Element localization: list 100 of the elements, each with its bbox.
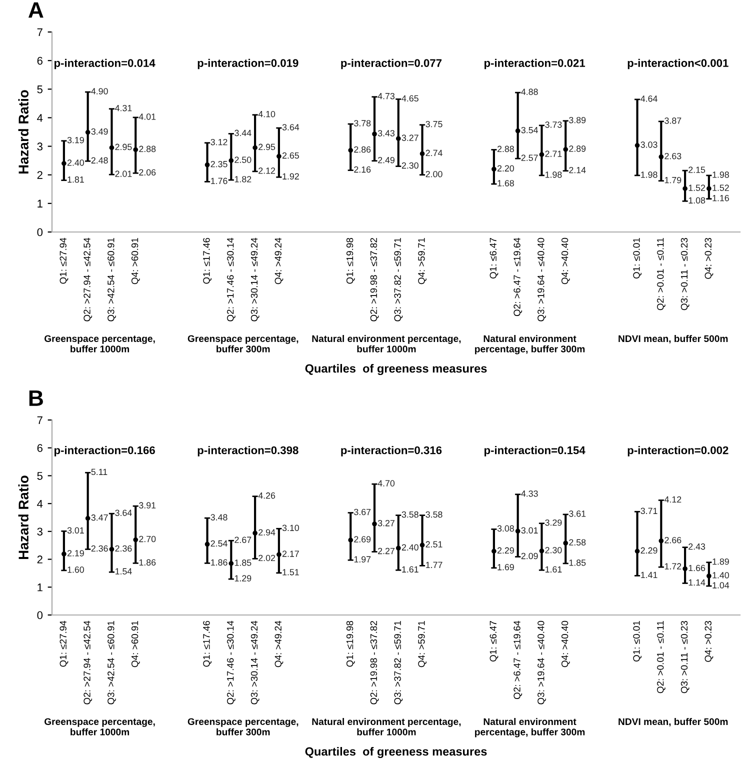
x-tick-label: Q3: >0.11 - ≤0.23 bbox=[680, 238, 690, 310]
annotation: 2.36 bbox=[91, 545, 108, 552]
x-tick-label: Q3: >19.64 - ≤40.40 bbox=[538, 620, 546, 704]
x-tick-label: Q4: >60.91 bbox=[131, 238, 140, 284]
data-label: 2.58 bbox=[569, 539, 586, 546]
x-tick-label: Q4: >40.40 bbox=[561, 620, 570, 668]
chart-title: B bbox=[29, 390, 43, 406]
data-label: 2.74 bbox=[426, 150, 442, 156]
annotation: 4.33 bbox=[521, 490, 538, 497]
x-tick-label: Q1: ≤17.46 bbox=[203, 238, 212, 284]
x-tick-label: Q2: >17.46 - ≤30.14 bbox=[227, 238, 236, 322]
annotation: p-interaction=0.154 bbox=[484, 446, 586, 456]
point bbox=[634, 143, 640, 148]
point bbox=[252, 145, 258, 150]
annotation: 2.67 bbox=[234, 536, 252, 544]
data-label: 2.29 bbox=[640, 547, 658, 554]
x-tick-label: Q2: >19.98 - ≤37.82 bbox=[370, 621, 379, 704]
x-tick-label: Q2: >0.01 - ≤0.11 bbox=[657, 238, 666, 310]
annotation: 1.82 bbox=[234, 176, 252, 182]
annotation: 2.15 bbox=[688, 166, 706, 173]
annotation: 3.78 bbox=[354, 120, 371, 126]
point bbox=[492, 166, 496, 172]
annotation: 4.10 bbox=[258, 110, 276, 118]
y-axis-title: Hazard Ratio bbox=[18, 90, 28, 174]
x-tick-label: Q2: >27.94 - ≤42.54 bbox=[84, 238, 92, 322]
point bbox=[204, 542, 210, 547]
point bbox=[515, 528, 520, 534]
annotation: p-interaction=0.398 bbox=[198, 446, 298, 456]
text: Greenspace percentage, buffer 300m bbox=[188, 718, 298, 736]
annotation: 1.77 bbox=[426, 562, 442, 568]
point bbox=[658, 538, 664, 544]
x-tick-label: Q1: ≤27.94 bbox=[60, 238, 68, 284]
annotation: 3.71 bbox=[640, 508, 658, 514]
text: NDVI mean, buffer 500m bbox=[618, 335, 728, 344]
annotation: 1.61 bbox=[546, 566, 562, 573]
annotation: 2.14 bbox=[569, 166, 586, 174]
point bbox=[372, 521, 377, 526]
text: NDVI mean, buffer 500m bbox=[618, 718, 728, 726]
annotation: 1.97 bbox=[354, 556, 371, 563]
annotation: p-interaction=0.166 bbox=[54, 446, 155, 456]
data-label: 2.54 bbox=[210, 540, 228, 547]
data-label: 2.88 bbox=[139, 146, 156, 152]
text: Natural environment percentage, buffer 1000m bbox=[312, 718, 461, 736]
point bbox=[85, 516, 90, 521]
point bbox=[706, 186, 712, 191]
annotation: 1.41 bbox=[641, 572, 658, 578]
annotation: 2.00 bbox=[426, 170, 442, 178]
annotation: 2.01 bbox=[115, 170, 132, 177]
point bbox=[634, 548, 640, 554]
chart-title: A bbox=[28, 2, 44, 18]
annotation: 1.79 bbox=[664, 176, 682, 184]
point bbox=[252, 530, 258, 536]
data-label: 2.86 bbox=[354, 146, 371, 153]
annotation: 3.01 bbox=[67, 527, 84, 534]
data-label: 2.40 bbox=[67, 160, 84, 166]
data-label: 1.52 bbox=[712, 184, 729, 191]
annotation: 2.27 bbox=[378, 548, 394, 554]
annotation: 4.73 bbox=[378, 92, 395, 100]
annotation: 3.73 bbox=[545, 122, 562, 128]
x-tick-label: Q4: >49.24 bbox=[274, 238, 284, 284]
annotation: 3.08 bbox=[497, 525, 514, 532]
annotation: 2.49 bbox=[378, 156, 394, 164]
y-tick-label: 6 bbox=[37, 444, 42, 452]
y-tick-label: 5 bbox=[37, 86, 43, 94]
data-label: 2.89 bbox=[569, 146, 586, 152]
point bbox=[62, 552, 66, 556]
data-label: 2.65 bbox=[282, 152, 299, 159]
text: Natural environment percentage, buffer 1000m bbox=[312, 335, 461, 352]
x-tick-label: Q3: >42.54 - ≤60.91 bbox=[108, 238, 116, 322]
y-tick-label: 6 bbox=[37, 56, 42, 65]
annotation: 4.88 bbox=[521, 88, 538, 95]
annotation: 4.01 bbox=[138, 114, 156, 120]
annotation: 1.89 bbox=[712, 558, 729, 565]
point bbox=[658, 154, 664, 160]
y-tick-label: 2 bbox=[37, 171, 42, 179]
annotation: 3.64 bbox=[115, 510, 132, 516]
text: Natural environment percentage, buffer 300m bbox=[475, 718, 585, 738]
annotation: 3.67 bbox=[354, 508, 371, 516]
text: Greenspace percentage, buffer 1000m bbox=[44, 718, 155, 736]
y-tick-label: 1 bbox=[38, 200, 42, 208]
data-label: 3.43 bbox=[378, 130, 395, 136]
data-label: 2.94 bbox=[258, 529, 276, 536]
annotation: 4.65 bbox=[402, 95, 418, 102]
point bbox=[492, 548, 496, 554]
point bbox=[109, 145, 114, 150]
annotation: 2.57 bbox=[521, 154, 538, 161]
annotation: 1.72 bbox=[664, 563, 682, 570]
x-tick-label: Q1: ≤0.01 bbox=[633, 621, 642, 662]
annotation: 1.08 bbox=[688, 197, 706, 204]
data-label: 2.40 bbox=[402, 544, 418, 551]
data-label: 1.85 bbox=[234, 560, 252, 566]
data-label: 2.71 bbox=[545, 150, 562, 157]
data-label: 3.54 bbox=[521, 126, 538, 134]
annotation: 4.31 bbox=[115, 104, 132, 112]
annotation: 1.51 bbox=[282, 569, 299, 576]
annotation: 1.85 bbox=[569, 560, 586, 566]
point bbox=[133, 147, 138, 152]
text: Natural environment percentage, buffer 300m bbox=[475, 335, 585, 354]
data-label: 2.35 bbox=[210, 160, 228, 168]
annotation: 2.06 bbox=[139, 169, 156, 176]
